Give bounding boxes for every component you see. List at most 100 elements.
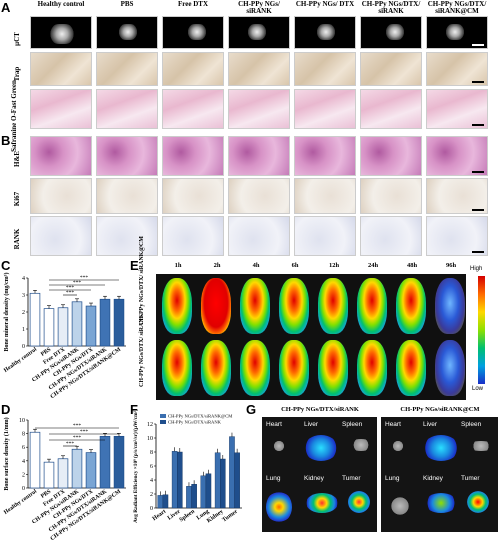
bar-2 xyxy=(57,458,69,489)
chart-d: 0 2 4 6 8 10 Bone surface density (1/mm)Health… xyxy=(3,417,126,542)
row-label-rank: RANK xyxy=(13,228,21,250)
time-label-2: 4h xyxy=(252,262,260,269)
he-image-3 xyxy=(228,136,290,176)
bar-1-4 xyxy=(220,458,226,509)
organ-image-lung xyxy=(389,493,411,519)
mouse-image-0-0 xyxy=(162,278,192,334)
uct-image-6 xyxy=(426,16,488,49)
mouse-image-0-7 xyxy=(435,278,465,334)
row-label-he: H&E xyxy=(13,151,21,167)
he-image-4 xyxy=(294,136,356,176)
y-tick-label: 8 xyxy=(22,432,25,438)
uct-image-4 xyxy=(294,16,356,49)
ki67-image-0 xyxy=(30,178,92,214)
organ-label-tumer: Tumer xyxy=(342,475,361,482)
uct-image-3 xyxy=(228,16,290,49)
bar-0-2 xyxy=(186,486,192,509)
bar-4 xyxy=(85,452,97,489)
mouse-image-1-2 xyxy=(240,340,270,396)
safranine-image-1 xyxy=(96,89,158,129)
significance-label-1: *** xyxy=(73,280,82,286)
column-header-3: CH-PPy NGs/ siRANK xyxy=(238,0,280,15)
y-tick-label: 10 xyxy=(147,436,153,442)
bar-6 xyxy=(113,298,125,347)
significance-label-0: *** xyxy=(80,275,89,281)
mouse-image-1-1 xyxy=(201,340,231,396)
ki67-image-4 xyxy=(294,178,356,214)
significance-label-2: *** xyxy=(66,285,75,291)
legend-label-0: CH-PPy NGs/DTX/siRANK@CM xyxy=(168,414,232,419)
mouse-image-1-0 xyxy=(162,340,192,396)
he-image-1 xyxy=(96,136,158,176)
y-tick-label: 2 xyxy=(150,492,153,498)
organ-image-lung xyxy=(266,491,292,523)
uct-image-5 xyxy=(360,16,422,49)
organ-imaging-panel: CH-PPy NGs/DTX/siRANK CH-PPy NGs/siRANK@… xyxy=(250,404,500,544)
y-tick-label: 4 xyxy=(22,276,25,282)
scale-low-label: Low xyxy=(472,386,484,392)
organ-image-tumer xyxy=(467,491,489,513)
y-tick-label: 12 xyxy=(147,422,153,428)
trap-image-6 xyxy=(426,52,488,86)
time-label-6: 48h xyxy=(406,262,418,269)
mouse-image-1-5 xyxy=(357,340,387,396)
bar-4 xyxy=(85,305,97,347)
y-tick-label: 2 xyxy=(22,310,25,316)
organ-image-spleen xyxy=(467,441,495,451)
he-image-0 xyxy=(30,136,92,176)
category-label-5: Tumer xyxy=(222,509,240,524)
uct-image-0 xyxy=(30,16,92,49)
bar-0-4 xyxy=(214,452,221,509)
category-label-2: Spleen xyxy=(179,508,197,523)
organ-label-kidney: Kidney xyxy=(423,475,443,482)
bar-1-2 xyxy=(191,483,197,509)
trap-scale-bar xyxy=(472,81,484,83)
safranine-image-5 xyxy=(360,89,422,129)
he-image-5 xyxy=(360,136,422,176)
y-axis-label: Bone surface density (1/mm) xyxy=(3,417,10,490)
bar-0 xyxy=(29,431,41,489)
rank-image-1 xyxy=(96,216,158,256)
mouse-image-0-2 xyxy=(240,278,270,334)
rank-image-0 xyxy=(30,216,92,256)
ivis-image xyxy=(156,274,466,400)
bar-0-5 xyxy=(229,436,235,509)
bar-1-3 xyxy=(205,473,212,509)
category-label-1: PBS xyxy=(40,347,52,358)
safranine-image-3 xyxy=(228,89,290,129)
he-image-6 xyxy=(426,136,488,176)
panel-label-b: B xyxy=(1,133,11,148)
trap-image-1 xyxy=(96,52,158,86)
row-label-uct: μCT xyxy=(13,32,21,46)
y-tick-label: 1 xyxy=(22,327,25,333)
uct-scale-bar xyxy=(472,44,484,46)
organ-panel-2: Heart Liver Spleen Lung Kidney Tumer xyxy=(381,417,498,532)
organ-label-kidney: Kidney xyxy=(304,475,324,482)
row-label-ki67: Ki67 xyxy=(13,191,21,207)
column-header-5: CH-PPy NGs/DTX/ siRANK xyxy=(361,0,421,15)
mouse-image-0-6 xyxy=(396,278,426,334)
ivis-panel: 1h 2h 4h 6h 12h 24h 48h 96h CH-PPy NGs/DTX/ siR… xyxy=(139,236,500,400)
y-tick-label: 2 xyxy=(22,472,25,478)
uct-image-1 xyxy=(96,16,158,49)
trap-image-2 xyxy=(162,52,224,86)
category-label-0: Heart xyxy=(152,509,168,523)
significance-label-3: *** xyxy=(66,290,75,296)
legend-swatch-0 xyxy=(160,414,166,418)
organ-panel-1: Heart Liver Spleen Lung Kidney Tumer xyxy=(262,417,377,532)
bar-2 xyxy=(57,307,69,347)
organ-label-lung: Lung xyxy=(385,475,400,482)
trap-image-3 xyxy=(228,52,290,86)
ki67-image-5 xyxy=(360,178,422,214)
bar-0-3 xyxy=(200,475,207,509)
bar-1 xyxy=(43,308,55,347)
bar-5 xyxy=(99,298,111,347)
mouse-image-1-4 xyxy=(318,340,348,396)
significance-label-0: *** xyxy=(73,423,82,429)
column-header-1: PBS xyxy=(120,0,134,8)
uct-image-2 xyxy=(162,16,224,49)
rank-image-5 xyxy=(360,216,422,256)
rank-image-2 xyxy=(162,216,224,256)
column-header-2: Free DTX xyxy=(178,0,208,8)
time-label-4: 12h xyxy=(328,262,340,269)
